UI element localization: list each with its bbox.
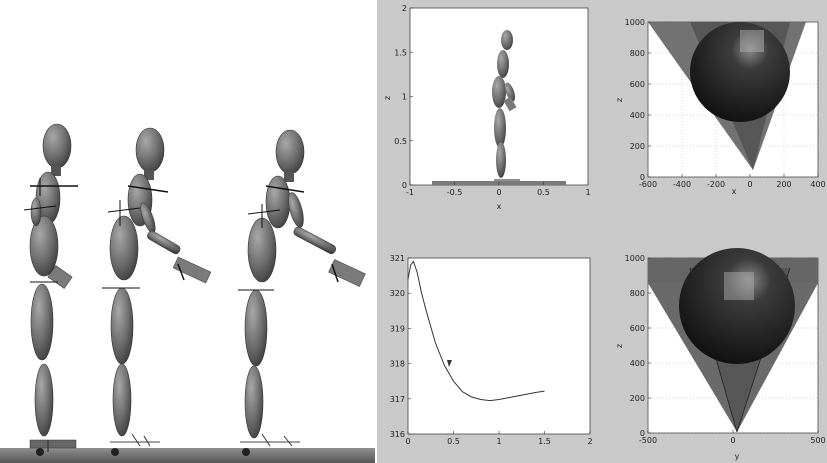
x-tick-label: 200 bbox=[776, 180, 791, 189]
side-view-ylabel: z bbox=[383, 96, 392, 100]
curve-series-line bbox=[407, 260, 545, 402]
cone-yz-sphere bbox=[679, 248, 795, 364]
x-tick-label: 0 bbox=[405, 437, 410, 446]
humanoid-sequence bbox=[0, 123, 375, 463]
y-tick-label: 1000 bbox=[625, 18, 645, 27]
y-tick-label: 321 bbox=[390, 254, 405, 263]
y-tick-label: 0.5 bbox=[394, 137, 407, 146]
x-tick-label: 0.5 bbox=[447, 437, 460, 446]
y-tick-label: 800 bbox=[630, 289, 645, 298]
y-tick-label: 1.5 bbox=[394, 48, 407, 57]
cone-yz-xlabel: y bbox=[735, 452, 740, 461]
x-tick-label: -0.5 bbox=[447, 188, 463, 197]
y-tick-label: 1000 bbox=[625, 254, 645, 263]
x-tick-label: 0 bbox=[747, 180, 752, 189]
y-tick-label: 600 bbox=[630, 324, 645, 333]
y-tick-label: 316 bbox=[390, 430, 405, 439]
panel-side-view: 0 0.5 1 1.5 2 -1 -0.5 0 0.5 1 x z bbox=[383, 4, 591, 211]
x-tick-label: 500 bbox=[810, 436, 825, 445]
x-tick-label: 0 bbox=[730, 436, 735, 445]
y-tick-label: 0 bbox=[640, 173, 645, 182]
x-tick-label: -1 bbox=[406, 188, 414, 197]
cone-yz-ylabel: z bbox=[615, 344, 624, 348]
y-tick-label: 320 bbox=[390, 289, 405, 298]
x-tick-label: -600 bbox=[639, 180, 657, 189]
panel-curve: 316 317 318 319 320 321 0 0.5 1 1.5 2 bbox=[390, 254, 593, 446]
curve-axes bbox=[407, 257, 591, 435]
curve-arrow-marker bbox=[447, 360, 452, 367]
y-tick-label: 200 bbox=[630, 394, 645, 403]
humanoid-frame-1 bbox=[23, 123, 78, 456]
x-tick-label: 1 bbox=[496, 437, 501, 446]
y-tick-label: 600 bbox=[630, 80, 645, 89]
x-tick-label: -400 bbox=[673, 180, 691, 189]
x-tick-label: -200 bbox=[707, 180, 725, 189]
y-tick-label: 0 bbox=[640, 429, 645, 438]
humanoid-frame-2 bbox=[102, 127, 212, 456]
x-tick-label: 2 bbox=[587, 437, 592, 446]
x-tick-label: -500 bbox=[639, 436, 657, 445]
y-tick-label: 400 bbox=[630, 359, 645, 368]
y-tick-label: 318 bbox=[390, 360, 405, 369]
x-tick-label: 1.5 bbox=[538, 437, 551, 446]
y-tick-label: 800 bbox=[630, 49, 645, 58]
x-tick-label: 1 bbox=[585, 188, 590, 197]
x-tick-label: 0 bbox=[496, 188, 501, 197]
humanoid-frame-3 bbox=[238, 129, 366, 456]
x-tick-label: 400 bbox=[810, 180, 825, 189]
y-tick-label: 1 bbox=[402, 93, 407, 102]
y-tick-label: 317 bbox=[390, 395, 405, 404]
y-tick-label: 2 bbox=[402, 4, 407, 13]
y-tick-label: 0 bbox=[402, 181, 407, 190]
floor-plate bbox=[0, 448, 375, 463]
side-view-xlabel: x bbox=[497, 202, 502, 211]
x-tick-label: 0.5 bbox=[537, 188, 550, 197]
y-tick-label: 319 bbox=[390, 324, 405, 333]
cone-xz-sphere bbox=[690, 22, 790, 122]
cone-xz-ylabel: z bbox=[615, 98, 624, 102]
cone-xz-xlabel: x bbox=[732, 187, 737, 196]
y-tick-label: 400 bbox=[630, 111, 645, 120]
y-tick-label: 200 bbox=[630, 142, 645, 151]
